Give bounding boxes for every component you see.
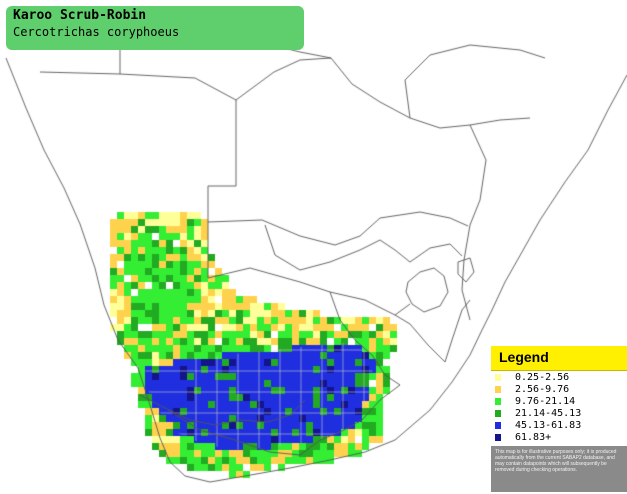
- legend-label: 2.56-9.76: [515, 384, 570, 395]
- legend-item-3: 9.76-21.14: [491, 396, 627, 408]
- legend-swatch: [495, 422, 501, 429]
- legend-swatch: [495, 386, 501, 393]
- legend-item-2: 2.56-9.76: [491, 384, 627, 396]
- legend-swatch: [495, 374, 501, 381]
- species-title-box: Karoo Scrub-Robin Cercotrichas coryphoeu…: [6, 6, 304, 50]
- map-disclaimer: This map is for illustrative purposes on…: [491, 446, 627, 492]
- legend-item-6: 61.83+: [491, 432, 627, 444]
- map-legend: Legend 0.25-2.56 2.56-9.76 9.76-21.14 21…: [491, 346, 627, 492]
- legend-label: 21.14-45.13: [515, 408, 582, 419]
- legend-item-4: 21.14-45.13: [491, 408, 627, 420]
- legend-title: Legend: [499, 349, 549, 365]
- species-common-name: Karoo Scrub-Robin: [13, 8, 147, 23]
- legend-label: 0.25-2.56: [515, 372, 570, 383]
- species-scientific-name: Cercotrichas coryphoeus: [13, 25, 180, 39]
- legend-items: 0.25-2.56 2.56-9.76 9.76-21.14 21.14-45.…: [491, 372, 627, 444]
- legend-item-1: 0.25-2.56: [491, 372, 627, 384]
- legend-item-5: 45.13-61.83: [491, 420, 627, 432]
- legend-swatch: [495, 434, 501, 441]
- disclaimer-text: This map is for illustrative purposes on…: [495, 449, 617, 473]
- legend-label: 9.76-21.14: [515, 396, 576, 407]
- legend-header: Legend: [491, 346, 627, 371]
- legend-label: 45.13-61.83: [515, 420, 582, 431]
- legend-swatch: [495, 398, 501, 405]
- legend-label: 61.83+: [515, 432, 552, 443]
- legend-swatch: [495, 410, 501, 417]
